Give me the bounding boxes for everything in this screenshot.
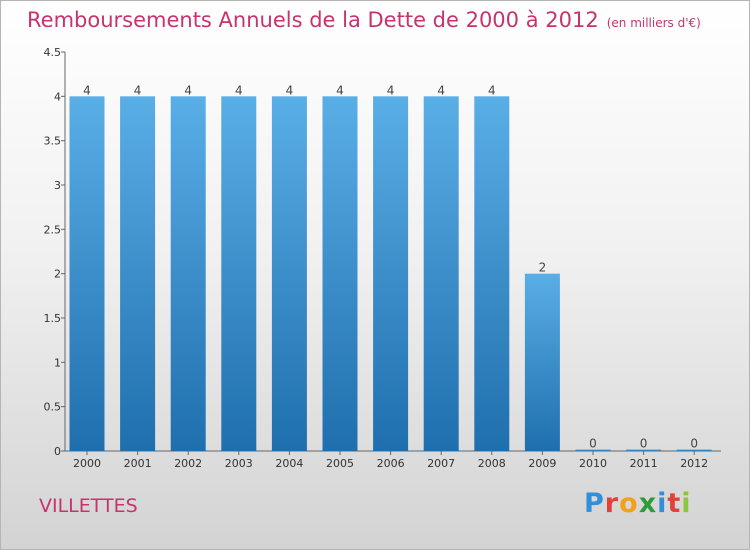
bar-2007 bbox=[423, 96, 459, 451]
chart-unit: (en milliers d'€) bbox=[606, 16, 701, 30]
y-tick-label: 4.5 bbox=[44, 46, 62, 59]
bar-value-label: 2 bbox=[539, 261, 547, 275]
bar-2011 bbox=[626, 449, 662, 451]
bar-2006 bbox=[373, 96, 409, 451]
x-tick-label: 2000 bbox=[73, 457, 101, 470]
x-tick-label: 2009 bbox=[528, 457, 556, 470]
bar-2010 bbox=[575, 449, 611, 451]
x-tick-label: 2011 bbox=[630, 457, 658, 470]
y-tick-label: 1 bbox=[54, 356, 61, 369]
y-tick-label: 1.5 bbox=[44, 312, 62, 325]
x-tick-label: 2005 bbox=[326, 457, 354, 470]
bar-value-label: 4 bbox=[286, 83, 294, 97]
logo-letter: x bbox=[638, 488, 658, 519]
commune-name: VILLETTES bbox=[39, 495, 138, 517]
bar-value-label: 0 bbox=[589, 437, 597, 451]
bars: 4 4 4 4 4 4 4 4 4 2 0 0 0 bbox=[69, 83, 712, 451]
logo-letter: t bbox=[667, 488, 682, 519]
bar-2002 bbox=[170, 96, 206, 451]
x-tick-label: 2003 bbox=[225, 457, 253, 470]
bar-2000 bbox=[69, 96, 105, 451]
x-tick-label: 2006 bbox=[377, 457, 405, 470]
bar-value-label: 0 bbox=[690, 437, 698, 451]
x-tick-label: 2004 bbox=[275, 457, 303, 470]
bar-value-label: 4 bbox=[134, 83, 142, 97]
y-tick-label: 3.5 bbox=[44, 135, 62, 148]
bar-2003 bbox=[221, 96, 257, 451]
logo-letter: o bbox=[619, 488, 639, 519]
bar-2004 bbox=[271, 96, 307, 451]
bar-value-label: 0 bbox=[640, 437, 648, 451]
bar-2001 bbox=[120, 96, 156, 451]
bar-value-label: 4 bbox=[488, 83, 496, 97]
chart-title: Remboursements Annuels de la Dette de 20… bbox=[27, 8, 701, 32]
x-tick-label: 2001 bbox=[124, 457, 152, 470]
x-tick-label: 2008 bbox=[478, 457, 506, 470]
logo-letter: i bbox=[681, 488, 692, 519]
bar-value-label: 4 bbox=[336, 83, 344, 97]
bar-2008 bbox=[474, 96, 510, 451]
x-tick-label: 2007 bbox=[427, 457, 455, 470]
bar-value-label: 4 bbox=[184, 83, 192, 97]
chart-title-text: Remboursements Annuels de la Dette de 20… bbox=[27, 8, 599, 32]
x-tick-label: 2002 bbox=[174, 457, 202, 470]
bar-value-label: 4 bbox=[387, 83, 395, 97]
bar-value-label: 4 bbox=[437, 83, 445, 97]
y-tick-label: 2 bbox=[54, 268, 61, 281]
x-tick-label: 2012 bbox=[680, 457, 708, 470]
logo-letter: P bbox=[584, 488, 605, 519]
bar-2012 bbox=[676, 449, 712, 451]
logo-letter: i bbox=[657, 488, 668, 519]
bar-2005 bbox=[322, 96, 358, 451]
proxiti-logo: Proxiti bbox=[584, 488, 692, 519]
bar-value-label: 4 bbox=[235, 83, 243, 97]
y-tick-label: 4 bbox=[54, 90, 61, 103]
x-axis: 2000 2001 2002 2003 2004 2005 2006 2007 2008 2009… bbox=[65, 450, 721, 470]
bar-value-label: 4 bbox=[83, 83, 91, 97]
bar-2009 bbox=[524, 273, 560, 451]
logo-letter: r bbox=[604, 488, 620, 519]
y-tick-label: 2.5 bbox=[44, 223, 62, 236]
y-tick-label: 0.5 bbox=[44, 401, 62, 414]
y-tick-label: 3 bbox=[54, 179, 61, 192]
x-tick-label: 2010 bbox=[579, 457, 607, 470]
y-axis: 0 0.5 1 1.5 2 2.5 3 3.5 4 4.5 bbox=[44, 46, 66, 458]
y-tick-label: 0 bbox=[54, 445, 61, 458]
